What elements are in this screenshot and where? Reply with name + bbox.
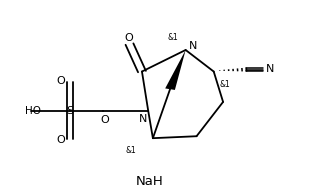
Text: O: O	[124, 33, 133, 43]
Text: O: O	[56, 76, 65, 86]
Text: O: O	[56, 135, 65, 145]
Text: N: N	[189, 41, 197, 51]
Text: N: N	[139, 113, 147, 124]
Text: O: O	[100, 115, 109, 125]
Text: &1: &1	[126, 146, 136, 155]
Text: NaH: NaH	[136, 175, 163, 188]
Text: HO: HO	[25, 106, 41, 116]
Polygon shape	[165, 50, 186, 90]
Text: &1: &1	[167, 33, 178, 42]
Text: S: S	[67, 106, 74, 116]
Text: N: N	[266, 64, 274, 74]
Text: &1: &1	[219, 80, 230, 89]
